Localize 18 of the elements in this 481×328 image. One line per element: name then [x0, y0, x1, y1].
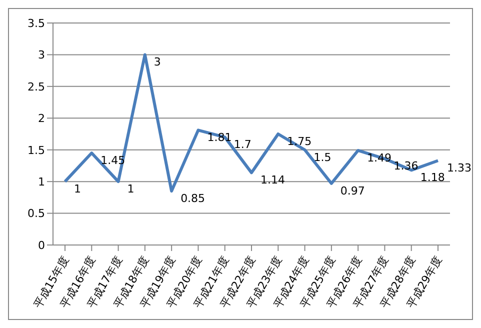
y-tick-label: 3 [38, 48, 45, 62]
data-label: 1 [127, 182, 134, 196]
data-label: 1.7 [234, 138, 252, 152]
y-tick-label: 0.5 [28, 207, 45, 220]
y-tick-label: 0 [38, 238, 45, 252]
y-tick-label: 2 [38, 112, 45, 126]
y-tick-label: 2.5 [28, 80, 45, 94]
y-tick-label: 3.5 [28, 16, 45, 30]
data-label: 1 [74, 182, 81, 196]
data-label: 1.33 [447, 162, 472, 175]
data-label: 1.18 [420, 171, 445, 184]
y-tick-label: 1 [38, 175, 45, 188]
data-label: 1.5 [314, 150, 332, 164]
data-label: 3 [154, 56, 161, 69]
y-tick-label: 1.5 [28, 144, 45, 157]
data-label: 0.97 [340, 184, 365, 198]
data-label: 0.85 [180, 192, 206, 206]
data-label: 1.14 [260, 174, 285, 187]
